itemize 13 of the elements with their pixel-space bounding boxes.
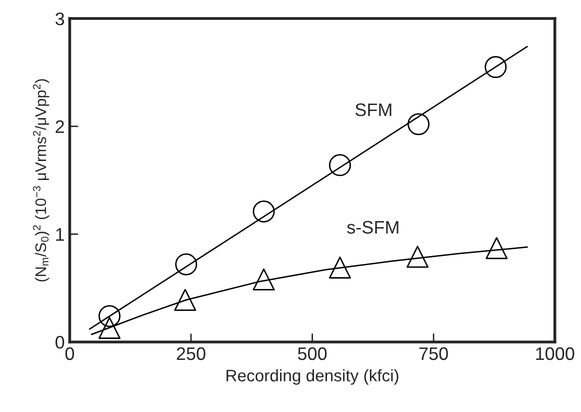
x-tick-label: 1000: [536, 347, 574, 360]
series-label: s-SFM: [347, 220, 398, 234]
y-tick-label: 3: [56, 12, 64, 26]
x-tick-label: 250: [176, 347, 206, 360]
y-tick-label: 1: [56, 228, 64, 241]
text: (N$_{m}$/S$_{0}$)$^{2}$ (10$^{−3}$ μVrms$^{2}$/μVpp$^{2}$): [32, 79, 50, 282]
x-tick-label: 750: [419, 347, 448, 360]
y-tick-label: 2: [56, 120, 64, 133]
x-axis-title: Recording density (kfci): [226, 369, 398, 385]
x-tick-label: 500: [298, 347, 327, 360]
y-tick-label: 0: [56, 336, 64, 349]
series-label: SFM: [355, 103, 392, 116]
x-tick-label: 0: [65, 347, 74, 360]
